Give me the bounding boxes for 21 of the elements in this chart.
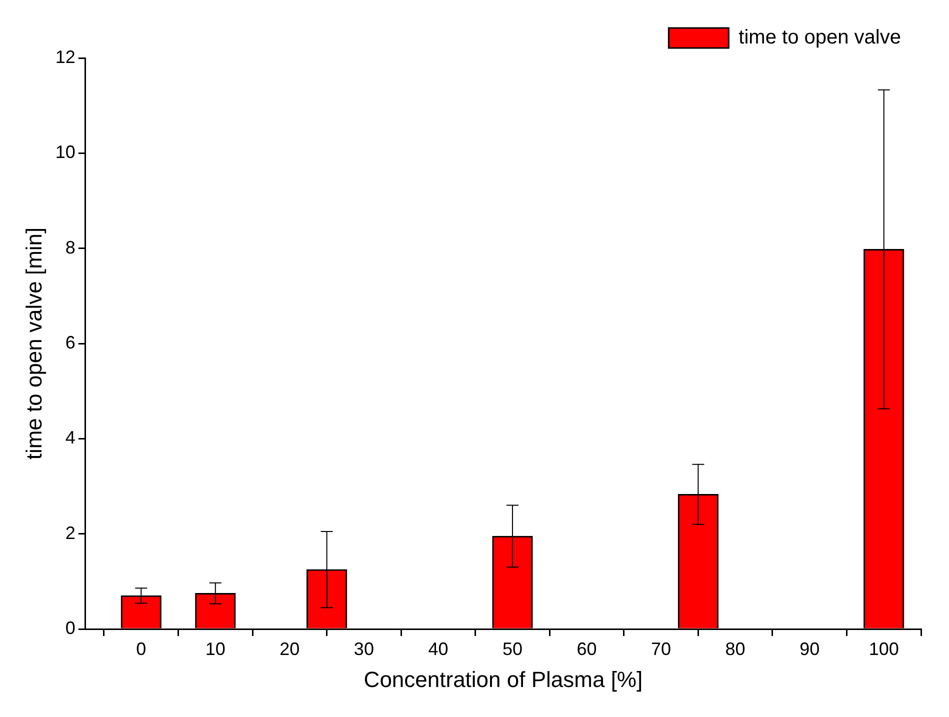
x-axis-title: Concentration of Plasma [%] xyxy=(364,666,643,692)
y-tick-label: 8 xyxy=(65,237,76,258)
x-tick-label: 80 xyxy=(725,638,746,659)
x-tick-label: 90 xyxy=(800,638,820,659)
x-tick-label: 100 xyxy=(868,638,899,659)
x-tick-label: 40 xyxy=(428,638,448,659)
x-tick-label: 0 xyxy=(136,638,146,659)
y-tick-label: 12 xyxy=(55,46,76,67)
y-tick-label: 2 xyxy=(65,522,76,543)
y-tick-label: 4 xyxy=(65,428,76,448)
y-tick-label: 0 xyxy=(65,618,76,638)
x-tick-label: 30 xyxy=(354,638,374,659)
x-tick-label: 50 xyxy=(502,638,523,659)
x-tick-label: 10 xyxy=(205,638,226,659)
y-tick-label: 6 xyxy=(65,332,76,352)
y-tick-label: 10 xyxy=(55,142,76,162)
x-tick-label: 60 xyxy=(576,638,597,659)
y-axis-title: time to open valve [min] xyxy=(21,227,46,460)
legend-label: time to open valve xyxy=(738,26,902,49)
x-tick-label: 20 xyxy=(280,638,300,659)
x-tick-label: 70 xyxy=(651,638,672,659)
